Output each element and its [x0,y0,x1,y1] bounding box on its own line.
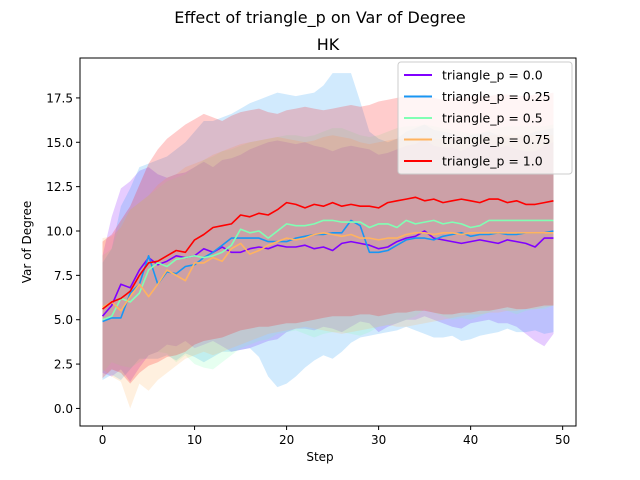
y-axis-label: Var of Degree [20,201,34,283]
legend-label-1: triangle_p = 0.25 [442,89,551,104]
y-tick-label: 17.5 [46,91,73,105]
y-tick-label: 12.5 [46,180,73,194]
plot-frame [79,57,577,427]
x-tick-label: 50 [555,433,570,447]
x-tick-label: 0 [99,433,107,447]
y-tick-label: 10.0 [46,224,73,238]
series-lines [101,196,554,323]
legend-label-4: triangle_p = 1.0 [442,154,543,169]
x-tick-label: 40 [463,433,478,447]
x-tick-label: 10 [187,433,202,447]
series-band-0 [102,138,554,382]
chart-subtitle: HK [317,35,340,54]
chart-title: Effect of triangle_p on Var of Degree [174,8,466,28]
y-tick-label: 7.5 [54,269,73,283]
y-tick-label: 15.0 [46,136,73,150]
series-line-0 [101,230,554,317]
series-line-4 [102,196,554,310]
series-line-3 [102,232,554,312]
x-tick-label: 20 [279,433,294,447]
legend-label-0: triangle_p = 0.0 [442,68,543,83]
x-tick-label: 30 [371,433,386,447]
x-axis: 0 10 20 30 40 50 [99,426,570,447]
legend-label-2: triangle_p = 0.5 [442,111,543,126]
y-axis: 0.0 2.5 5.0 7.5 10.0 12.5 15.0 17.5 [46,91,80,416]
legend-label-3: triangle_p = 0.75 [442,132,551,147]
x-axis-label: Step [306,450,333,464]
series-line-2 [102,219,554,321]
y-tick-label: 0.0 [54,402,73,416]
y-tick-label: 5.0 [54,313,73,327]
legend-box [397,61,573,175]
y-tick-label: 2.5 [54,358,73,372]
series-band-3 [102,135,554,409]
legend: triangle_p = 0.0 triangle_p = 0.25 triangl… [397,61,573,175]
